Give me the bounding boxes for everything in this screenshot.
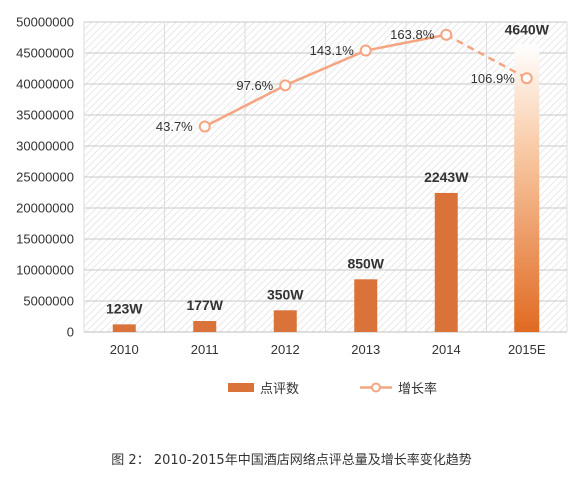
bar-data-label: 177W xyxy=(186,297,223,313)
bar-data-label: 2243W xyxy=(424,169,469,185)
line-marker xyxy=(198,120,211,133)
line-marker xyxy=(359,44,372,57)
x-tick-label: 2015E xyxy=(508,342,546,357)
y-tick-label: 40000000 xyxy=(16,77,74,92)
x-tick-label: 2014 xyxy=(432,342,461,357)
legend-bar-swatch xyxy=(228,383,254,392)
line-data-label: 143.1% xyxy=(310,43,355,58)
bar xyxy=(273,310,297,332)
line-data-labels: 43.7% 97.6% 143.1% 163.8% 106.9% xyxy=(156,27,515,134)
figure-caption: 图 2： 2010-2015年中国酒店网络点评总量及增长率变化趋势 xyxy=(111,453,472,468)
y-tick-label: 25000000 xyxy=(16,170,74,185)
x-tick-label: 2011 xyxy=(191,342,219,357)
line-segment-projected xyxy=(445,33,528,80)
line-series xyxy=(198,28,533,133)
y-axis: 0 5000000 10000000 15000000 20000000 25000000… xyxy=(16,15,74,340)
line-data-label: 106.9% xyxy=(471,71,516,86)
y-tick-label: 5000000 xyxy=(23,294,74,309)
y-tick-label: 35000000 xyxy=(16,108,74,123)
x-tick-label: 2012 xyxy=(271,342,300,357)
line-marker xyxy=(520,72,533,85)
bar xyxy=(193,321,217,332)
bar-data-label: 123W xyxy=(106,300,143,316)
bar xyxy=(514,44,540,332)
combo-chart: 0 5000000 10000000 15000000 20000000 25000000… xyxy=(16,15,568,397)
line-marker xyxy=(279,79,292,92)
y-tick-label: 45000000 xyxy=(16,46,74,61)
bar-series xyxy=(112,44,540,332)
legend-bar-label: 点评数 xyxy=(260,382,299,397)
x-axis: 2010 2011 2012 2013 2014 2015E xyxy=(110,342,546,357)
bar-data-label: 850W xyxy=(347,255,384,271)
line-data-label: 43.7% xyxy=(156,119,193,134)
bar xyxy=(354,279,378,332)
legend: 点评数 增长率 xyxy=(228,381,437,397)
line-data-label: 97.6% xyxy=(236,78,273,93)
x-tick-label: 2010 xyxy=(110,342,139,357)
line-segment xyxy=(284,49,367,87)
line-segment xyxy=(204,84,286,128)
y-tick-label: 10000000 xyxy=(16,263,74,278)
y-tick-label: 0 xyxy=(67,325,74,340)
gridlines xyxy=(83,21,568,333)
bar xyxy=(434,192,458,332)
bar-data-label: 4640W xyxy=(505,21,550,37)
bar-data-labels: 123W 177W 350W 850W 2243W 4640W xyxy=(106,21,550,316)
bar-data-label: 350W xyxy=(267,286,304,302)
x-tick-label: 2013 xyxy=(351,342,380,357)
y-tick-label: 15000000 xyxy=(16,232,74,247)
y-tick-label: 30000000 xyxy=(16,139,74,154)
legend-line-marker xyxy=(371,382,381,393)
line-marker xyxy=(440,28,453,41)
line-segment xyxy=(365,33,447,52)
y-tick-label: 20000000 xyxy=(16,201,74,216)
bar xyxy=(112,324,136,332)
legend-line-label: 增长率 xyxy=(398,381,437,397)
line-data-label: 163.8% xyxy=(390,27,435,42)
y-tick-label: 50000000 xyxy=(16,15,74,30)
